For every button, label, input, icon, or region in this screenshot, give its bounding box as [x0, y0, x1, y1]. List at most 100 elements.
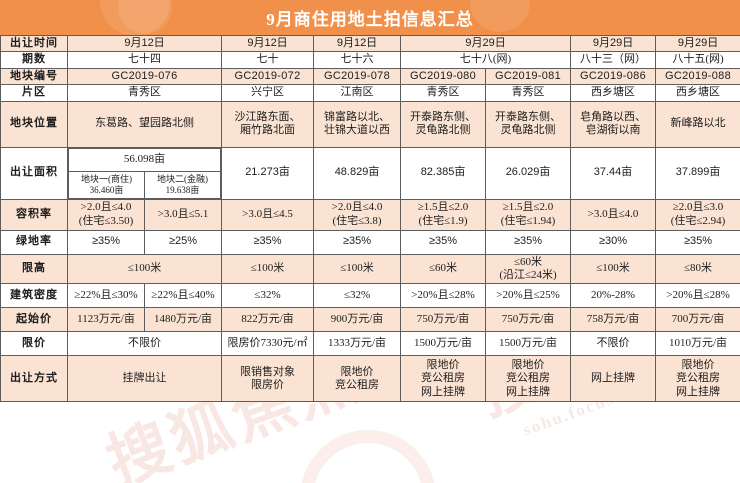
cell-start-price-0a: 1123万元/亩 — [67, 307, 145, 333]
row-label-period: 期数 — [0, 51, 68, 69]
land-auction-table: 出让时间 9月12日 9月12日 9月12日 9月29日 9月29日 9月29日… — [0, 34, 740, 403]
table-row-building-density: 建筑密度 ≥22%且≤30% ≥22%且≤40% ≤32% ≤32% >20%且… — [0, 283, 740, 309]
cell-price-cap-2: 1333万元/亩 — [313, 331, 402, 357]
cell-start-price-4: 750万元/亩 — [485, 307, 572, 333]
sale-method-line: 限地价 — [681, 358, 715, 371]
area-sub-b-name: 地块二(金融) — [157, 173, 208, 184]
row-label-sale-date: 出让时间 — [0, 34, 68, 53]
cell-sale-date-0: 9月12日 — [66, 34, 223, 53]
cell-building-density-5: 20%-28% — [570, 283, 657, 309]
cell-location-2: 锦富路以北、 壮锦大道以西 — [313, 100, 402, 148]
row-label-height-limit: 限高 — [0, 253, 68, 285]
sale-method-line: 限地价 — [340, 365, 374, 378]
row-label-building-density: 建筑密度 — [0, 283, 68, 309]
area-total-0: 56.098亩 — [67, 147, 222, 172]
cell-plot-ratio-4: ≥1.5且≤2.0 (住宅≤1.94) — [485, 198, 572, 231]
cell-period-2: 七十六 — [313, 51, 402, 69]
cell-district-4: 青秀区 — [485, 84, 572, 102]
title-decoration — [118, 0, 172, 34]
plot-ratio-value: ≥2.0且≤3.0 — [672, 201, 724, 214]
cell-location-4: 开泰路东侧、 灵龟路北侧 — [485, 100, 572, 148]
location-line: 锦富路以北、 — [324, 110, 391, 123]
cell-price-cap-0: 不限价 — [66, 331, 223, 357]
cell-green-rate-4: ≥35% — [485, 229, 572, 255]
cell-district-1: 兴宁区 — [221, 84, 315, 102]
cell-building-density-0b: ≥22%且≤40% — [143, 283, 223, 309]
cell-sale-date-2: 9月12日 — [313, 34, 402, 53]
cell-sale-date-6: 9月29日 — [655, 34, 740, 53]
cell-location-3: 开泰路东侧、 灵龟路北侧 — [400, 100, 487, 148]
cell-green-rate-0a: ≥35% — [67, 229, 145, 255]
page-title: 9月商住用地土拍信息汇总 — [266, 10, 474, 29]
cell-location-6: 新峰路以北 — [655, 100, 740, 148]
location-line: 皂角路以西、 — [580, 110, 647, 123]
row-label-district: 片区 — [0, 84, 68, 102]
row-label-start-price: 起始价 — [0, 307, 68, 333]
cell-building-density-2: ≤32% — [313, 283, 402, 309]
cell-plot-ratio-5: >3.0且≤4.0 — [570, 198, 657, 231]
cell-area-2: 48.829亩 — [313, 146, 402, 200]
cell-area-0: 56.098亩 地块一(商住) 36.460亩 地块二(金融) 19.638亩 — [66, 146, 223, 200]
cell-district-3: 青秀区 — [400, 84, 487, 102]
row-label-parcel-no: 地块编号 — [0, 67, 68, 86]
area-sub-a-0: 地块一(商住) 36.460亩 — [68, 170, 145, 199]
plot-ratio-note: (住宅≤2.94) — [670, 214, 726, 227]
location-line: 灵龟路北侧 — [415, 124, 471, 137]
cell-height-limit-1: ≤100米 — [221, 253, 315, 285]
height-limit-note: (沿江≤24米) — [499, 269, 557, 282]
cell-parcel-no-2: GC2019-078 — [313, 67, 402, 86]
cell-green-rate-1: ≥35% — [221, 229, 315, 255]
table-row-start-price: 起始价 1123万元/亩 1480万元/亩 822万元/亩 900万元/亩 75… — [0, 307, 740, 333]
cell-sale-date-5: 9月29日 — [570, 34, 657, 53]
location-line: 沙江路东面、 — [234, 110, 301, 123]
cell-period-0: 七十四 — [66, 51, 223, 69]
area-sub-a-value: 36.460亩 — [89, 184, 124, 195]
sale-method-line: 竞公租房 — [335, 378, 380, 391]
cell-district-5: 西乡塘区 — [570, 84, 657, 102]
cell-period-6: 八十五(网) — [655, 51, 740, 69]
sale-method-line: 竞公租房 — [676, 372, 721, 385]
table-row-sale-method: 出让方式 挂牌出让 限销售对象 限房价 限地价 竞公租房 限地价 竞公租房 网上… — [0, 355, 740, 403]
cell-green-rate-6: ≥35% — [655, 229, 740, 255]
row-label-area: 出让面积 — [0, 146, 68, 200]
page-title-bar: 9月商住用地土拍信息汇总 — [0, 0, 740, 35]
cell-location-5: 皂角路以西、 皂湖街以南 — [570, 100, 657, 148]
cell-height-limit-0: ≤100米 — [66, 253, 223, 285]
cell-price-cap-4: 1500万元/亩 — [485, 331, 572, 357]
plot-ratio-note: (住宅≤3.8) — [332, 214, 382, 227]
area-sub-b-0: 地块二(金融) 19.638亩 — [143, 170, 222, 199]
row-label-sale-method: 出让方式 — [0, 355, 68, 403]
cell-start-price-0b: 1480万元/亩 — [143, 307, 223, 333]
cell-height-limit-3: ≤60米 — [400, 253, 487, 285]
area-split-table: 56.098亩 地块一(商住) 36.460亩 地块二(金融) 19.638亩 — [67, 147, 222, 199]
cell-parcel-no-4: GC2019-081 — [485, 67, 572, 86]
cell-area-4: 26.029亩 — [485, 146, 572, 200]
area-sub-a-name: 地块一(商住) — [81, 173, 132, 184]
cell-start-price-6: 700万元/亩 — [655, 307, 740, 333]
cell-location-1: 沙江路东面、 厢竹路北面 — [221, 100, 315, 148]
location-line: 开泰路东侧、 — [495, 110, 562, 123]
cell-building-density-3: >20%且≤28% — [400, 283, 487, 309]
cell-period-5: 八十三（网） — [570, 51, 657, 69]
sale-method-line: 网上挂牌 — [676, 385, 721, 398]
plot-ratio-note: (住宅≤1.94) — [500, 214, 556, 227]
cell-plot-ratio-6: ≥2.0且≤3.0 (住宅≤2.94) — [655, 198, 740, 231]
title-decoration — [100, 0, 170, 35]
area-sub-b-value: 19.638亩 — [165, 184, 200, 195]
cell-area-1: 21.273亩 — [221, 146, 315, 200]
cell-building-density-0a: ≥22%且≤30% — [67, 283, 145, 309]
cell-building-density-6: >20%且≤28% — [655, 283, 740, 309]
cell-parcel-no-3: GC2019-080 — [400, 67, 487, 86]
row-label-price-cap: 限价 — [0, 331, 68, 357]
cell-parcel-no-0: GC2019-076 — [66, 67, 223, 86]
plot-ratio-note: (住宅≤3.50) — [78, 214, 134, 227]
cell-start-price-3: 750万元/亩 — [400, 307, 487, 333]
cell-period-3: 七十八(网) — [400, 51, 572, 69]
table-row-price-cap: 限价 不限价 限房价7330元/㎡ 1333万元/亩 1500万元/亩 1500… — [0, 331, 740, 357]
height-limit-value: ≤60米 — [514, 255, 543, 268]
cell-green-rate-2: ≥35% — [313, 229, 402, 255]
cell-sale-method-6: 限地价 竞公租房 网上挂牌 — [655, 355, 740, 403]
table-row-period: 期数 七十四 七十 七十六 七十八(网) 八十三（网） 八十五(网) — [0, 51, 740, 69]
cell-period-1: 七十 — [221, 51, 315, 69]
cell-location-0: 东葛路、望园路北侧 — [66, 100, 223, 148]
